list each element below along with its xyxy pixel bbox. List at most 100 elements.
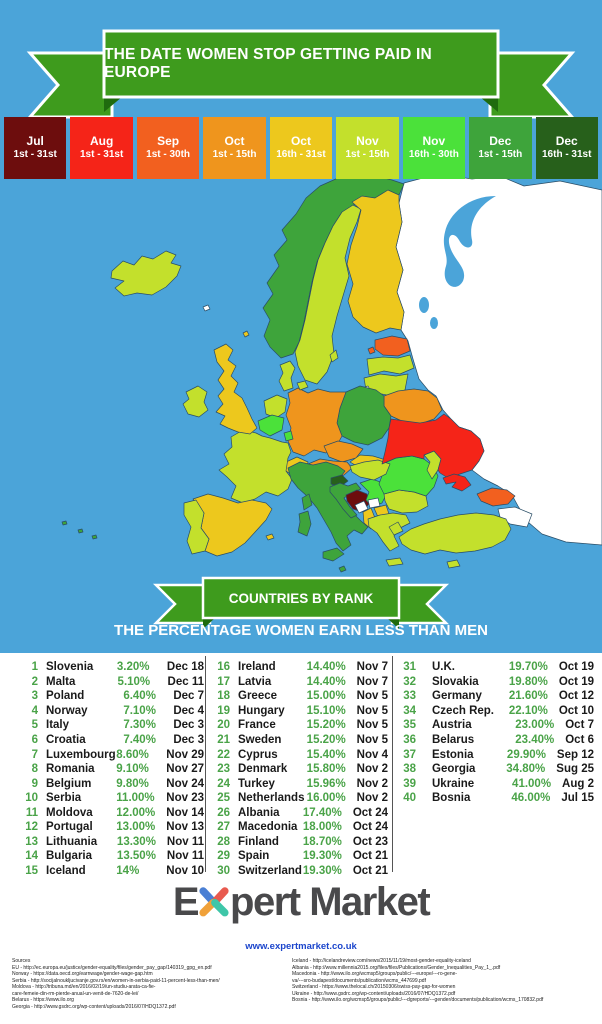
country-cell: Norway <box>46 704 88 717</box>
source-line: Norway - https://data.oecd.org/earnwage/… <box>12 971 153 977</box>
rank-cell: 13 <box>25 835 38 848</box>
legend-month-label: Jul <box>26 134 44 149</box>
map-country-georgia <box>476 487 516 507</box>
country-cell: Croatia <box>46 734 86 746</box>
legend-range-label: 16th - 30th <box>408 149 459 161</box>
country-cell: Georgia <box>432 763 476 776</box>
percent-cell: 15.80% <box>306 763 346 776</box>
country-cell: France <box>238 719 276 732</box>
country-cell: Cyprus <box>238 748 278 761</box>
rank-cell: 14 <box>25 850 38 863</box>
percent-cell: 15.20% <box>306 719 346 732</box>
percent-cell: 8.60% <box>116 748 149 761</box>
percent-cell: 12.00% <box>116 806 156 819</box>
rank-cell: 28 <box>217 835 230 848</box>
date-cell: Nov 7 <box>356 661 388 674</box>
map-country-sweden <box>294 204 362 385</box>
date-cell: Oct 23 <box>352 835 388 848</box>
map-region-montenegro <box>354 500 369 514</box>
table-row: 14 Bulgaria 13.50% Nov 11 <box>20 849 204 864</box>
table-row: 20 France 15.20% Nov 5 <box>212 718 388 733</box>
date-cell: Nov 5 <box>356 690 388 703</box>
map-country-slovenia <box>330 474 349 488</box>
source-line: Belarus - https://www.ilo.org <box>12 997 74 1003</box>
rank-cell: 39 <box>403 777 416 790</box>
percent-cell: 14% <box>116 864 140 877</box>
country-cell: Turkey <box>238 777 275 790</box>
map-no-data-landmass <box>395 173 602 546</box>
country-cell: Greece <box>238 690 278 703</box>
percent-cell: 29.90% <box>506 748 546 761</box>
percent-cell: 14.40% <box>306 675 346 688</box>
legend-range-label: 1st - 15th <box>212 149 257 161</box>
country-cell: Hungary <box>238 704 285 717</box>
source-line: Georgia - http://www.gsdrc.org/wp-conten… <box>12 1003 176 1010</box>
legend-box: Nov 1st - 15th <box>336 117 399 179</box>
expert-market-logo: E pert Market <box>0 880 602 924</box>
rank-cell: 11 <box>25 806 38 819</box>
country-cell: Estonia <box>432 748 474 761</box>
percent-cell: 13.50% <box>116 850 156 863</box>
map-island-sardinia <box>297 510 312 537</box>
table-row: 6 Croatia 7.40% Dec 3 <box>20 733 204 748</box>
table-row: 21 Sweden 15.20% Nov 5 <box>212 733 388 748</box>
country-cell: Lithuania <box>46 835 98 848</box>
country-cell: Czech Rep. <box>432 704 494 717</box>
country-cell: Ireland <box>238 661 276 674</box>
rank-cell: 5 <box>31 719 38 732</box>
map-country-portugal <box>183 499 210 555</box>
country-cell: Sweden <box>238 734 282 746</box>
rank-cell: 7 <box>31 748 38 761</box>
percent-cell: 19.30% <box>302 850 342 863</box>
table-row: 36 Belarus 23.40% Oct 6 <box>398 733 594 748</box>
map-country-netherlands <box>263 394 288 419</box>
rank-cell: 20 <box>217 719 230 732</box>
table-row: 39 Ukraine 41.00% Aug 2 <box>398 776 594 791</box>
table-divider <box>392 656 393 872</box>
source-line: Ukraine - http://www.gsdrc.org/wp-conten… <box>292 990 456 997</box>
source-line: Switzerland - https://www.thelocal.ch/20… <box>292 984 456 990</box>
percent-cell: 7.10% <box>123 704 156 717</box>
date-cell: Oct 24 <box>352 806 388 819</box>
percent-cell: 15.10% <box>306 704 346 717</box>
legend-range-label: 1st - 31st <box>79 149 124 161</box>
date-cell: Oct 12 <box>558 690 594 703</box>
percent-cell: 9.10% <box>116 763 149 776</box>
source-line: EU - http://ec.europa.eu/justice/gender-… <box>12 964 212 971</box>
date-cell: Dec 4 <box>173 704 204 717</box>
country-cell: Germany <box>432 690 482 703</box>
source-line: Serbia - http://socijalnoukljucivanje.go… <box>12 977 220 984</box>
date-cell: Jul 15 <box>561 792 594 805</box>
map-country-romania <box>378 455 439 497</box>
map-country-norway <box>262 172 405 359</box>
percent-cell: 13.00% <box>116 821 156 834</box>
legend-month-label: Oct <box>224 134 245 149</box>
map-country-czech <box>323 440 364 463</box>
rank-cell: 12 <box>25 821 38 834</box>
rank-cell: 26 <box>217 806 230 819</box>
country-cell: Belarus <box>432 734 475 746</box>
map-country-uk <box>213 343 258 435</box>
table-row: 25 Netherlands 16.00% Nov 2 <box>212 791 388 806</box>
map-section-background: THE DATE WOMEN STOP GETTING PAID IN EURO… <box>0 0 602 653</box>
country-cell: Slovakia <box>432 675 479 688</box>
country-cell: Italy <box>46 719 70 732</box>
country-cell: Portugal <box>46 821 93 834</box>
map-country-denmark <box>278 360 296 392</box>
country-cell: Slovenia <box>46 661 94 674</box>
country-cell: Malta <box>46 675 76 688</box>
percent-cell: 7.30% <box>123 719 156 732</box>
percent-cell: 6.40% <box>123 690 156 703</box>
date-cell: Oct 19 <box>558 661 594 674</box>
legend-box: Jul 1st - 31st <box>4 117 67 179</box>
sources-list: EU - http://ec.europa.eu/justice/gender-… <box>12 965 290 1011</box>
legend-month-label: Sep <box>157 134 180 149</box>
rank-cell: 23 <box>217 763 230 776</box>
date-cell: Nov 2 <box>356 792 388 805</box>
legend-box: Oct 16th - 31st <box>269 117 333 179</box>
legend-month-label: Dec <box>555 134 578 149</box>
table-row: 1 Slovenia 3.20% Dec 18 <box>20 660 204 675</box>
rank-cell: 30 <box>217 864 230 877</box>
logo-x-icon <box>199 887 229 917</box>
date-cell: Dec 3 <box>173 719 204 732</box>
